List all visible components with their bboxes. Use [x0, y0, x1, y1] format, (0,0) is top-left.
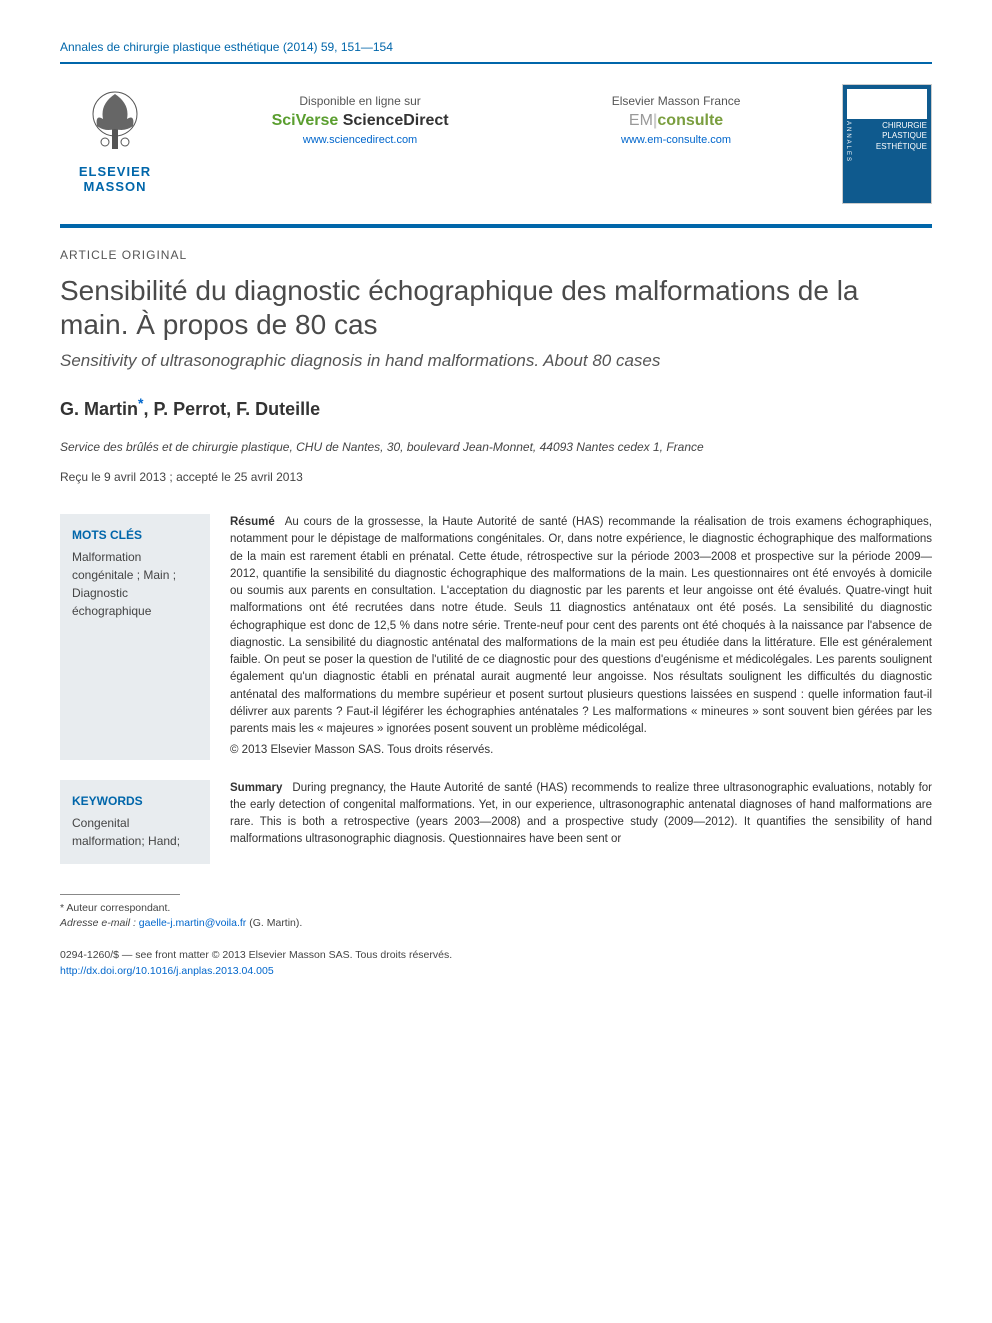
cover-top-strip: [847, 89, 927, 119]
article-type-label: ARTICLE ORIGINAL: [60, 248, 932, 262]
doi-link[interactable]: http://dx.doi.org/10.1016/j.anplas.2013.…: [60, 965, 274, 977]
cover-line1: CHIRURGIE: [876, 121, 927, 131]
authors-rest: , P. Perrot, F. Duteille: [143, 399, 320, 419]
article-title-en: Sensitivity of ultrasonographic diagnosi…: [60, 351, 932, 371]
sd-label: Disponible en ligne sur: [272, 94, 449, 108]
footnote-block: * Auteur correspondant. Adresse e-mail :…: [60, 901, 932, 933]
keywords-fr-box: MOTS CLÉS Malformation congénitale ; Mai…: [60, 514, 210, 760]
publisher-logo: ELSEVIER MASSON: [60, 84, 170, 194]
email-label: Adresse e-mail :: [60, 917, 139, 929]
abstract-en-head: Summary: [230, 782, 282, 794]
sciencedirect-link[interactable]: www.sciencedirect.com: [303, 134, 417, 146]
sciverse-text: SciVerse: [272, 112, 343, 129]
consulte-text: consulte: [657, 112, 723, 129]
sciencedirect-block: Disponible en ligne sur SciVerse Science…: [272, 94, 449, 146]
abstract-en-text: SummaryDuring pregnancy, the Haute Autor…: [230, 780, 932, 864]
abstract-fr-row: MOTS CLÉS Malformation congénitale ; Mai…: [60, 514, 932, 760]
journal-cover-thumb: ANNALES CHIRURGIE PLASTIQUE ESTHÉTIQUE: [842, 84, 932, 204]
email-line: Adresse e-mail : gaelle-j.martin@voila.f…: [60, 916, 932, 932]
abstract-fr-copyright: © 2013 Elsevier Masson SAS. Tous droits …: [230, 742, 932, 759]
article-dates: Reçu le 9 avril 2013 ; accepté le 25 avr…: [60, 470, 932, 484]
abstract-fr-body: Au cours de la grossesse, la Haute Autor…: [230, 516, 932, 735]
footer-meta: 0294-1260/$ — see front matter © 2013 El…: [60, 948, 932, 980]
keywords-en-head: KEYWORDS: [72, 794, 198, 808]
abstract-en-body: During pregnancy, the Haute Autorité de …: [230, 782, 932, 846]
keywords-fr-body: Malformation congénitale ; Main ; Diagno…: [72, 548, 198, 620]
publisher-name-2: MASSON: [60, 179, 170, 194]
author-first: G. Martin: [60, 399, 138, 419]
abstract-fr-text: RésuméAu cours de la grossesse, la Haute…: [230, 514, 932, 760]
corresponding-author-label: * Auteur correspondant.: [60, 901, 932, 917]
sciencedirect-text: ScienceDirect: [343, 112, 449, 129]
cover-line3: ESTHÉTIQUE: [876, 142, 927, 152]
sd-brand: SciVerse ScienceDirect: [272, 112, 449, 130]
footnote-separator: [60, 894, 180, 895]
emconsulte-block: Elsevier Masson France EM|consulte www.e…: [612, 94, 741, 146]
keywords-en-body: Congenital malformation; Hand;: [72, 814, 198, 850]
em-brand: EM|consulte: [612, 112, 741, 130]
keywords-fr-head: MOTS CLÉS: [72, 528, 198, 542]
emconsulte-link[interactable]: www.em-consulte.com: [621, 134, 731, 146]
article-title-fr: Sensibilité du diagnostic échographique …: [60, 274, 932, 341]
elsevier-tree-icon: [85, 84, 145, 154]
online-links: Disponible en ligne sur SciVerse Science…: [170, 84, 842, 146]
keywords-en-box: KEYWORDS Congenital malformation; Hand;: [60, 780, 210, 864]
header-section: ELSEVIER MASSON Disponible en ligne sur …: [60, 84, 932, 228]
authors-line: G. Martin*, P. Perrot, F. Duteille: [60, 395, 932, 420]
publisher-name-1: ELSEVIER: [60, 164, 170, 179]
em-label: Elsevier Masson France: [612, 94, 741, 108]
abstract-fr-head: Résumé: [230, 516, 275, 528]
affiliation-text: Service des brûlés et de chirurgie plast…: [60, 440, 932, 454]
cover-side-text: ANNALES: [845, 121, 851, 163]
cover-main-text: CHIRURGIE PLASTIQUE ESTHÉTIQUE: [876, 121, 927, 152]
email-link[interactable]: gaelle-j.martin@voila.fr: [139, 917, 247, 929]
front-matter-text: 0294-1260/$ — see front matter © 2013 El…: [60, 948, 932, 964]
journal-reference: Annales de chirurgie plastique esthétiqu…: [60, 40, 932, 64]
cover-line2: PLASTIQUE: [876, 131, 927, 141]
email-author: (G. Martin).: [246, 917, 302, 929]
abstract-en-row: KEYWORDS Congenital malformation; Hand; …: [60, 780, 932, 864]
em-text: EM: [629, 112, 653, 129]
